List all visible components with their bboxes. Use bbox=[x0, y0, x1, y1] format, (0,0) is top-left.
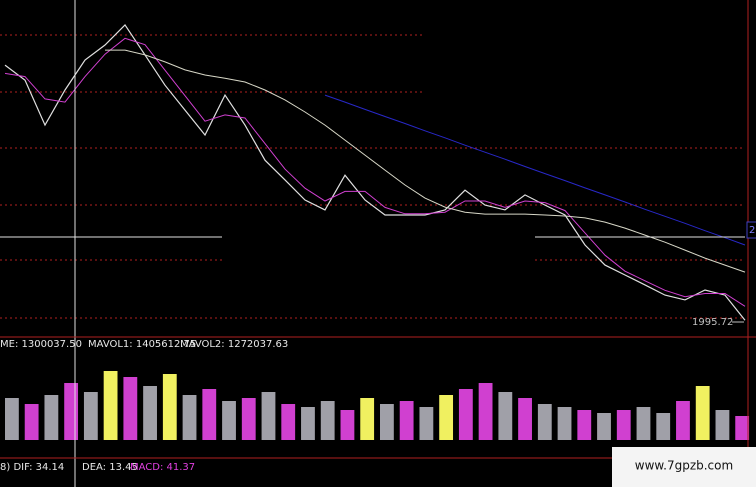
volume-bar bbox=[577, 410, 592, 440]
volume-bar bbox=[478, 383, 493, 440]
volume-bar bbox=[380, 404, 394, 440]
volume-bar bbox=[222, 401, 236, 440]
volume-bar bbox=[340, 410, 355, 440]
volume-legend: MAVOL2: 1272037.63 bbox=[180, 339, 288, 350]
volume-bar bbox=[656, 413, 671, 440]
price-line bbox=[105, 49, 746, 273]
volume-bar bbox=[64, 383, 79, 440]
macd-label: MACD: 41.37 bbox=[130, 462, 195, 473]
volume-bar bbox=[597, 413, 611, 440]
volume-bar bbox=[537, 404, 552, 440]
low-annotation: 1995.72 bbox=[692, 317, 733, 328]
volume-bar bbox=[360, 398, 375, 440]
volume-bar bbox=[301, 407, 315, 440]
volume-bar bbox=[676, 401, 690, 440]
volume-bar bbox=[399, 401, 414, 440]
volume-bar bbox=[636, 407, 651, 440]
volume-bar bbox=[735, 416, 750, 440]
macd-label: 8) DIF: 34.14 bbox=[0, 462, 64, 473]
volume-bar bbox=[123, 377, 138, 440]
volume-bar bbox=[458, 389, 473, 440]
volume-bar bbox=[439, 395, 454, 440]
grid bbox=[0, 34, 745, 319]
volume-bar bbox=[202, 389, 217, 440]
volume-bar bbox=[518, 398, 532, 440]
price-tag-label: 2 bbox=[749, 225, 755, 236]
price-line bbox=[4, 37, 746, 307]
volume-bar bbox=[5, 398, 19, 440]
watermark-box bbox=[612, 447, 756, 487]
volume-bar bbox=[419, 407, 434, 440]
volume-bar bbox=[182, 395, 197, 440]
volume-bar bbox=[261, 392, 276, 440]
volume-bar bbox=[83, 392, 98, 440]
volume-bar bbox=[715, 410, 730, 440]
volume-bar bbox=[498, 392, 513, 440]
volume-bar bbox=[24, 404, 39, 440]
watermark: www.7gpzb.com bbox=[635, 459, 733, 473]
volume-bar bbox=[162, 374, 177, 440]
volume-legend: MAVOL1: 1405612.75 bbox=[88, 339, 196, 350]
volume-legend: ME: 1300037.50 bbox=[0, 339, 82, 350]
volume-bar bbox=[616, 410, 631, 440]
price-tag bbox=[746, 221, 756, 239]
occlusion bbox=[222, 217, 534, 277]
volume-bar bbox=[143, 386, 157, 440]
volume-bar bbox=[281, 404, 296, 440]
volume-bar bbox=[320, 401, 335, 440]
volume-bar bbox=[557, 407, 572, 440]
volume-bar bbox=[695, 386, 710, 440]
volume-bar bbox=[103, 371, 118, 440]
volume-bar bbox=[241, 398, 256, 440]
macd-label: DEA: 13.45 bbox=[82, 462, 138, 473]
price-line bbox=[4, 23, 746, 321]
price-line bbox=[324, 94, 746, 246]
volume-bar bbox=[44, 395, 59, 440]
